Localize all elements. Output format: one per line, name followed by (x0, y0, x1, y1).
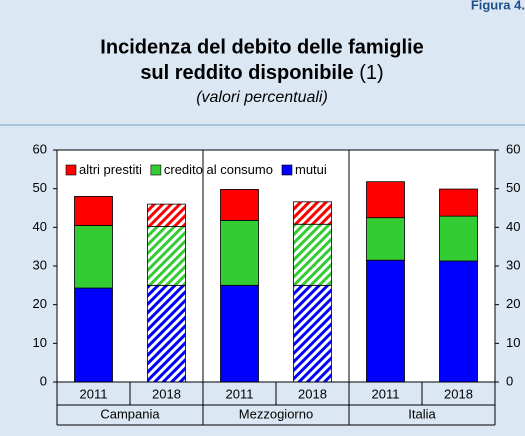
y-tick-label: 40 (33, 219, 47, 234)
legend-swatch (281, 164, 293, 176)
x-tick-label: 2011 (372, 386, 400, 401)
x-tick-label: 2018 (298, 386, 327, 401)
y-tick-label: 30 (33, 257, 47, 272)
y2-tick-label: 10 (506, 335, 520, 350)
bar-segment (220, 219, 259, 286)
legend-label: mutui (295, 162, 327, 177)
bar-segment (74, 287, 113, 383)
legend-swatch (150, 164, 162, 176)
x-tick-label: 2018 (152, 386, 181, 401)
bar-segment (147, 203, 186, 227)
bar-segment (293, 223, 332, 286)
bar-segment (439, 215, 478, 262)
bar-segment (220, 189, 259, 221)
y2-tick-label: 30 (506, 257, 520, 272)
title-line: Incidenza del debito delle famiglie (100, 36, 423, 58)
y-tick-label: 60 (33, 141, 47, 156)
y-tick-label: 0 (40, 373, 47, 388)
x-tick-label: 2011 (226, 386, 254, 401)
title-line: sul reddito disponibile (1) (140, 62, 383, 84)
y2-tick-label: 0 (506, 373, 513, 388)
y2-tick-label: 40 (506, 219, 520, 234)
title-note: (1) (359, 62, 383, 84)
subtitle: (valori percentuali) (196, 89, 328, 106)
x-tick-label: 2018 (444, 386, 473, 401)
group-label: Italia (408, 406, 436, 421)
figure-label: Figura 4. (471, 0, 525, 12)
x-tick-label: 2011 (80, 386, 108, 401)
bar-segment (74, 224, 113, 289)
title-line: sul reddito disponibile (140, 62, 353, 84)
bar-segment (293, 201, 332, 225)
bar-segment (366, 259, 405, 383)
legend-label: altri prestiti (79, 162, 142, 177)
legend-label: credito al consumo (164, 162, 273, 177)
y2-tick-label: 20 (506, 296, 520, 311)
y-tick-label: 10 (33, 335, 47, 350)
legend-swatch (65, 164, 77, 176)
bar-segment (366, 181, 405, 219)
bar-segment (439, 188, 478, 217)
y-tick-label: 50 (33, 180, 47, 195)
plot-area (57, 150, 495, 382)
bar-segment (293, 284, 332, 383)
group-label: Mezzogiorno (239, 406, 313, 421)
bar-segment (147, 226, 186, 286)
plot-frame (56, 149, 496, 383)
bar-segment (220, 284, 259, 383)
bar-segment (147, 284, 186, 383)
y-tick-label: 20 (33, 296, 47, 311)
bar-segment (366, 217, 405, 261)
bar-segment (439, 260, 478, 383)
bar-segment (74, 195, 113, 226)
group-label: Campania (100, 406, 160, 421)
y2-tick-label: 50 (506, 180, 520, 195)
y2-tick-label: 60 (506, 141, 520, 156)
